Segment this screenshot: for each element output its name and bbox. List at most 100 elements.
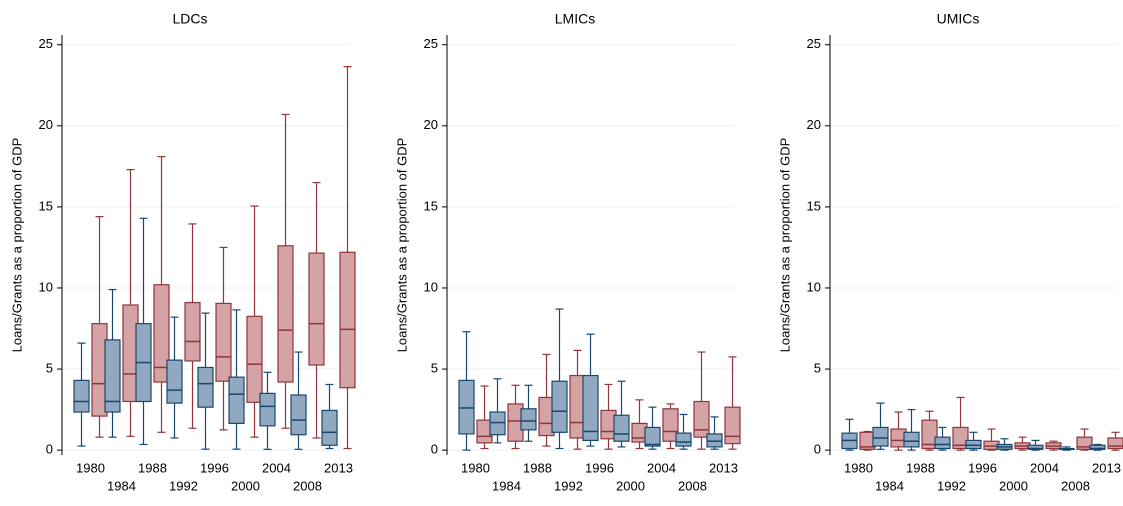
box-plot <box>724 356 741 450</box>
y-axis-label: Loans/Grants as a proportion of GDP <box>777 138 792 353</box>
y-tick-label: 20 <box>424 117 438 132</box>
box-plot <box>1089 443 1106 451</box>
box-plot <box>1076 428 1093 451</box>
box-plot <box>965 431 982 451</box>
box <box>246 315 263 403</box>
y-axis-label: Loans/Grants as a proportion of GDP <box>9 138 24 353</box>
x-tick-label: 2000 <box>999 478 1028 493</box>
box <box>1107 437 1123 450</box>
box <box>965 439 982 450</box>
box <box>104 339 121 413</box>
box-plot <box>551 308 568 450</box>
box-plot <box>321 383 338 450</box>
x-tick-label: 1992 <box>937 478 966 493</box>
x-tick-label: 1992 <box>169 478 198 493</box>
box-plot <box>1107 431 1123 451</box>
x-tick-label: 1984 <box>875 478 904 493</box>
x-tick-label: 1984 <box>492 478 521 493</box>
box-plot <box>1045 440 1062 451</box>
x-tick-label: 1980 <box>844 460 873 475</box>
box-plot <box>308 181 325 439</box>
box-plot <box>166 316 183 439</box>
box-plot <box>872 402 889 450</box>
box-plot <box>613 380 630 448</box>
box <box>277 245 294 383</box>
box-plot <box>903 408 920 451</box>
x-tick-label: 1980 <box>461 460 490 475</box>
y-tick-label: 10 <box>807 279 821 294</box>
y-tick-label: 10 <box>39 279 53 294</box>
box-plot <box>631 399 648 450</box>
box <box>197 366 214 408</box>
box-plot <box>952 396 969 451</box>
box <box>903 431 920 448</box>
y-tick-label: 5 <box>814 360 821 375</box>
box-plot <box>662 403 679 450</box>
x-tick-label: 1996 <box>585 460 614 475</box>
y-tick-label: 20 <box>807 117 821 132</box>
box-plot <box>996 438 1013 451</box>
y-tick-label: 5 <box>431 360 438 375</box>
box <box>934 436 951 450</box>
box <box>1089 444 1106 450</box>
box <box>73 379 90 413</box>
x-tick-label: 2008 <box>678 478 707 493</box>
box <box>489 411 506 436</box>
x-tick-label: 1984 <box>107 478 136 493</box>
box <box>644 426 661 447</box>
box-plot <box>693 351 710 450</box>
box <box>228 376 245 424</box>
box-plot <box>1027 439 1044 451</box>
box-plot <box>934 426 951 451</box>
box-plot <box>153 156 170 433</box>
box <box>308 252 325 366</box>
box-plot <box>277 113 294 429</box>
x-tick-label: 2013 <box>1092 460 1121 475</box>
y-tick-label: 15 <box>39 198 53 213</box>
box-plot <box>582 333 599 447</box>
box <box>153 284 170 383</box>
box <box>339 251 356 389</box>
x-tick-label: 2000 <box>231 478 260 493</box>
x-tick-label: 1996 <box>968 460 997 475</box>
box <box>290 394 307 436</box>
box <box>693 400 710 438</box>
x-tick-label: 2004 <box>1030 460 1059 475</box>
panel-title: LDCs <box>172 11 207 27</box>
box-plot <box>675 413 692 450</box>
x-tick-label: 2013 <box>324 460 353 475</box>
box-plot <box>290 351 307 450</box>
box-plot <box>215 246 232 431</box>
x-tick-label: 2008 <box>293 478 322 493</box>
box-plot <box>339 66 356 450</box>
y-tick-label: 0 <box>814 442 821 457</box>
box-plot <box>600 383 617 450</box>
box <box>166 359 183 404</box>
box <box>675 432 692 447</box>
y-tick-label: 25 <box>39 36 53 51</box>
box-plot <box>104 288 121 438</box>
x-tick-label: 2004 <box>647 460 676 475</box>
box <box>724 406 741 445</box>
x-tick-label: 2004 <box>262 460 291 475</box>
x-tick-label: 2000 <box>616 478 645 493</box>
y-tick-label: 20 <box>39 117 53 132</box>
y-tick-label: 15 <box>424 198 438 213</box>
y-tick-label: 15 <box>807 198 821 213</box>
y-tick-label: 0 <box>431 442 438 457</box>
x-tick-label: 1988 <box>138 460 167 475</box>
x-tick-label: 1996 <box>200 460 229 475</box>
box-plot <box>706 416 723 450</box>
box-plot <box>458 331 475 451</box>
y-tick-label: 10 <box>424 279 438 294</box>
box <box>458 379 475 435</box>
box <box>551 380 568 433</box>
box-plot <box>135 217 152 446</box>
box <box>184 301 201 362</box>
panel-title: UMICs <box>937 11 980 27</box>
y-axis-label: Loans/Grants as a proportion of GDP <box>394 138 409 353</box>
box <box>215 302 232 382</box>
x-tick-label: 1980 <box>76 460 105 475</box>
x-tick-label: 2008 <box>1061 478 1090 493</box>
